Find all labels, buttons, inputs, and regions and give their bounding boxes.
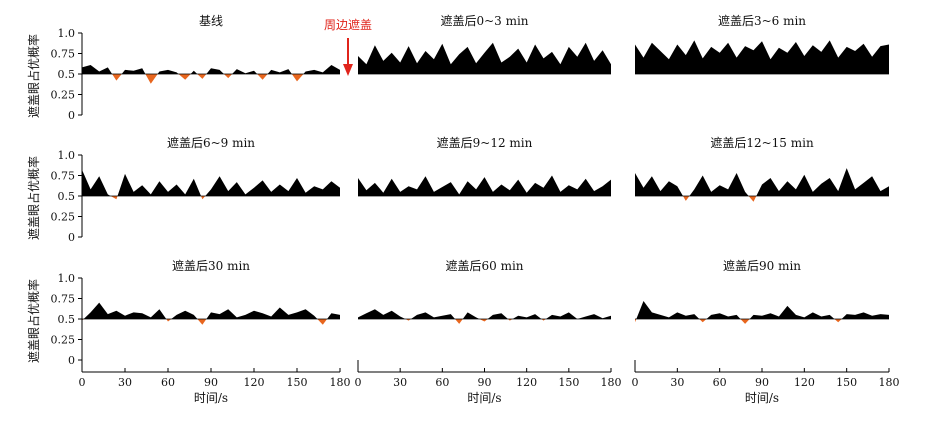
x-tick-label: 150 bbox=[287, 376, 308, 389]
panel-title: 基线 bbox=[199, 14, 223, 28]
x-tick-label: 180 bbox=[330, 376, 351, 389]
x-axis-label: 时间/s bbox=[745, 391, 779, 405]
x-tick-label: 120 bbox=[516, 376, 537, 389]
y-tick-label: 0.25 bbox=[51, 89, 76, 102]
series-area-above bbox=[635, 168, 889, 196]
x-tick-label: 30 bbox=[118, 376, 132, 389]
y-tick-label: 0 bbox=[68, 109, 75, 122]
x-tick-label: 90 bbox=[204, 376, 218, 389]
y-tick-label: 1.0 bbox=[58, 272, 76, 285]
x-tick-label: 120 bbox=[244, 376, 265, 389]
y-tick-label: 1.0 bbox=[58, 27, 76, 40]
series-area-above bbox=[358, 309, 611, 319]
series-area-below bbox=[635, 319, 889, 324]
y-axis-label: 遮盖眼占优概率 bbox=[26, 34, 41, 118]
annotation-label: 周边遮盖 bbox=[324, 17, 372, 32]
x-tick-label: 0 bbox=[79, 376, 86, 389]
x-tick-label: 30 bbox=[393, 376, 407, 389]
series-area-above bbox=[82, 169, 340, 196]
panel-title: 遮盖后9~12 min bbox=[437, 135, 533, 150]
panel-title: 遮盖后60 min bbox=[445, 258, 523, 273]
panel-title: 遮盖后3~6 min bbox=[718, 13, 806, 28]
y-tick-label: 0.75 bbox=[51, 293, 76, 306]
x-tick-label: 60 bbox=[161, 376, 175, 389]
y-tick-label: 1.0 bbox=[58, 149, 76, 162]
y-axis-label: 遮盖眼占优概率 bbox=[26, 279, 41, 363]
x-tick-label: 180 bbox=[601, 376, 622, 389]
annotation-arrow-head bbox=[343, 64, 353, 76]
x-tick-label: 0 bbox=[632, 376, 639, 389]
x-tick-label: 150 bbox=[836, 376, 857, 389]
series-area-above bbox=[635, 301, 889, 319]
panel-title: 遮盖后30 min bbox=[172, 258, 250, 273]
x-axis-label: 时间/s bbox=[467, 391, 501, 405]
series-area-above bbox=[82, 65, 340, 74]
y-tick-label: 0.75 bbox=[51, 170, 76, 183]
x-tick-label: 30 bbox=[670, 376, 684, 389]
series-area-below bbox=[358, 319, 611, 324]
x-tick-label: 90 bbox=[755, 376, 769, 389]
x-tick-label: 120 bbox=[794, 376, 815, 389]
x-axis-label: 时间/s bbox=[194, 391, 228, 405]
y-tick-label: 0.5 bbox=[58, 313, 76, 326]
y-tick-label: 0.25 bbox=[51, 211, 76, 224]
series-area-above bbox=[358, 175, 611, 196]
y-tick-label: 0.5 bbox=[58, 190, 76, 203]
panel-title: 遮盖后12~15 min bbox=[710, 135, 814, 150]
series-area-above bbox=[82, 302, 340, 319]
x-tick-label: 0 bbox=[355, 376, 362, 389]
panel-title: 遮盖后90 min bbox=[723, 258, 801, 273]
x-tick-label: 150 bbox=[558, 376, 579, 389]
series-area-above bbox=[358, 42, 611, 74]
panel-title: 遮盖后0~3 min bbox=[440, 13, 528, 28]
x-tick-label: 60 bbox=[713, 376, 727, 389]
panel-title: 遮盖后6~9 min bbox=[167, 135, 255, 150]
series-area-below bbox=[635, 196, 889, 202]
x-tick-label: 90 bbox=[478, 376, 492, 389]
y-tick-label: 0.25 bbox=[51, 334, 76, 347]
y-tick-label: 0.5 bbox=[58, 68, 76, 81]
y-axis-label: 遮盖眼占优概率 bbox=[26, 156, 41, 240]
y-tick-label: 0 bbox=[68, 231, 75, 244]
x-tick-label: 60 bbox=[435, 376, 449, 389]
series-area-above bbox=[635, 40, 889, 74]
y-tick-label: 0 bbox=[68, 354, 75, 367]
x-tick-label: 180 bbox=[879, 376, 900, 389]
y-tick-label: 0.75 bbox=[51, 48, 76, 61]
